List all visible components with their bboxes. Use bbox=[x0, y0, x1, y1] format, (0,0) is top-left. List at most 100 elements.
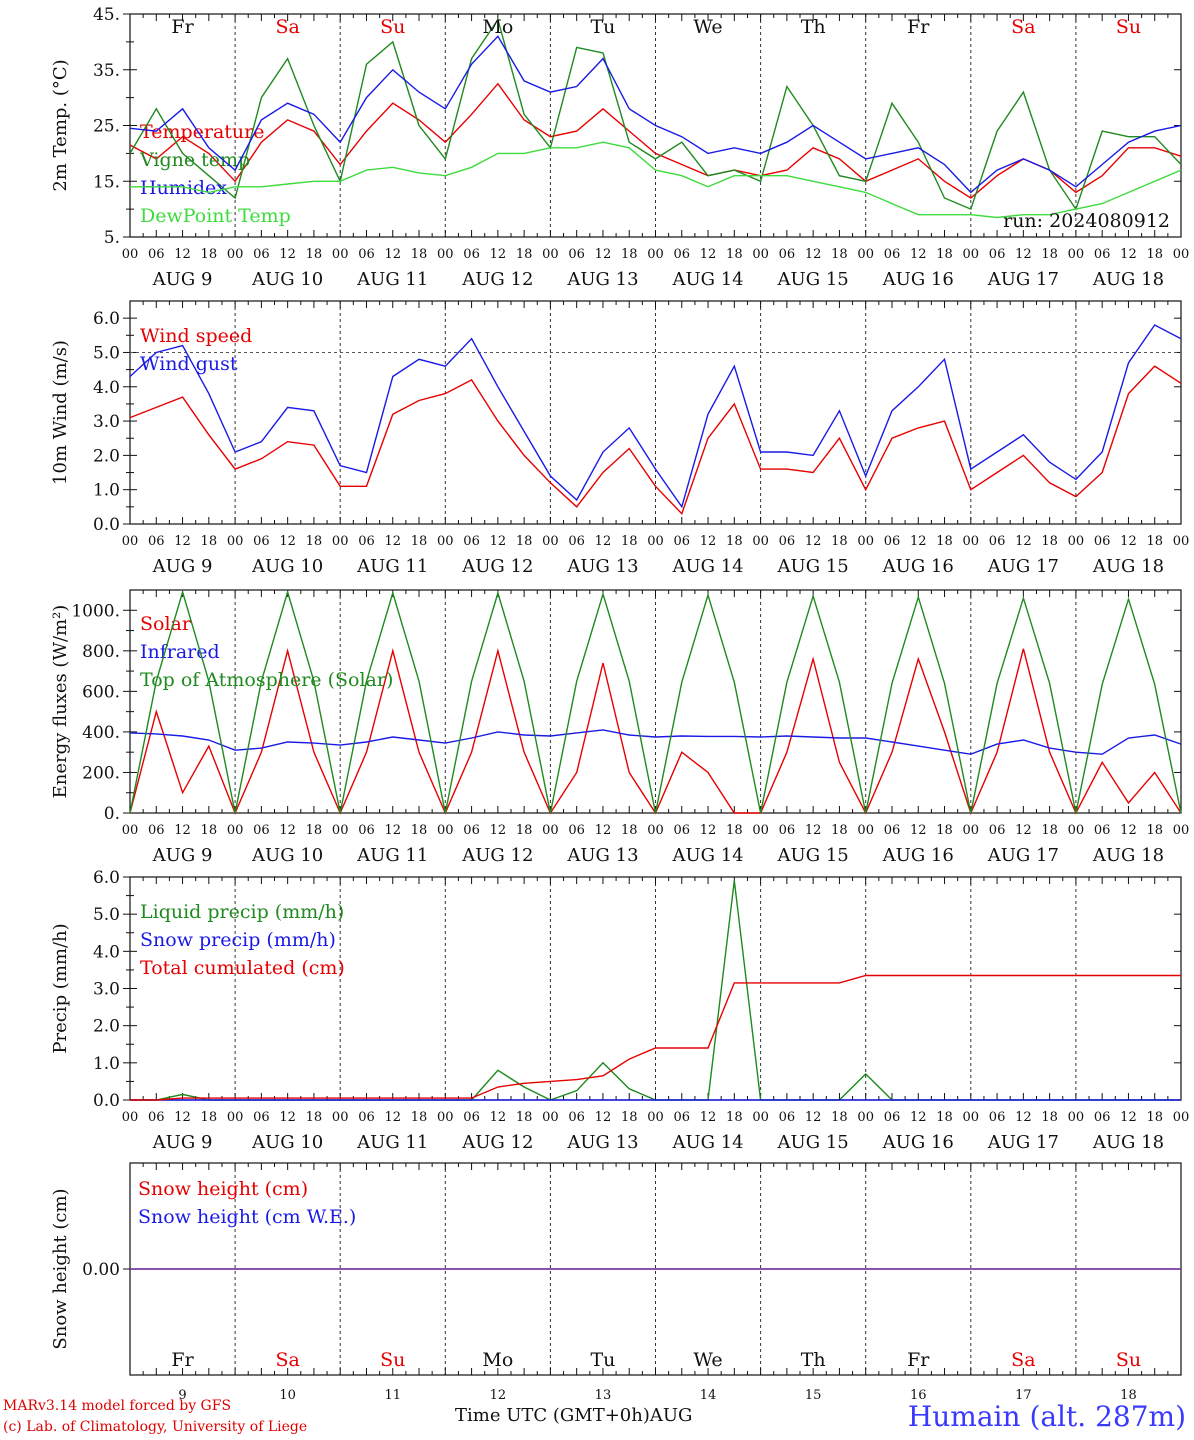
date-label: AUG 16 bbox=[882, 1132, 954, 1153]
hour-tick-label: 06 bbox=[148, 247, 165, 262]
hour-tick-label: 18 bbox=[306, 534, 323, 549]
hour-tick-label: 18 bbox=[831, 534, 848, 549]
day-number-label: 17 bbox=[1015, 1388, 1032, 1403]
hour-tick-label: 12 bbox=[700, 823, 717, 838]
hour-tick-label: 00 bbox=[122, 1110, 139, 1125]
hour-tick-label: 00 bbox=[437, 247, 454, 262]
legend-entry: DewPoint Temp bbox=[140, 205, 291, 227]
hour-tick-label: 18 bbox=[621, 1110, 638, 1125]
y-tick-label: 1.0 bbox=[93, 481, 120, 501]
panel-3: 0. 200. 400. 600. 800. 1000.Energy fluxes (W/… bbox=[50, 589, 1189, 866]
hour-tick-label: 00 bbox=[332, 247, 349, 262]
y-tick-label: 0. bbox=[104, 804, 120, 824]
legend-entry: Humidex bbox=[140, 177, 227, 199]
hour-tick-label: 18 bbox=[1041, 823, 1058, 838]
y-tick-label: 0.00 bbox=[82, 1260, 120, 1280]
hour-tick-label: 06 bbox=[989, 534, 1006, 549]
y-tick-label: 5.0 bbox=[93, 905, 120, 925]
hour-tick-label: 12 bbox=[595, 823, 612, 838]
hour-tick-label: 18 bbox=[411, 1110, 428, 1125]
day-number-label: 18 bbox=[1120, 1388, 1137, 1403]
panel-4: 0.0 1.0 2.0 3.0 4.0 5.0 6.0 Precip (mm/h) Liquid… bbox=[50, 868, 1189, 1153]
date-label: AUG 17 bbox=[987, 1132, 1059, 1153]
hour-tick-label: 18 bbox=[516, 823, 533, 838]
hour-tick-label: 12 bbox=[805, 1110, 822, 1125]
time-axis-label: Time UTC (GMT+0h)AUG bbox=[455, 1405, 693, 1426]
day-label: Th bbox=[801, 1349, 826, 1371]
hour-tick-label: 06 bbox=[989, 247, 1006, 262]
y-tick-label: 0.0 bbox=[93, 1091, 120, 1111]
day-number-label: 13 bbox=[595, 1388, 612, 1403]
date-label: AUG 9 bbox=[152, 269, 213, 290]
hour-tick-label: 06 bbox=[358, 534, 375, 549]
hour-tick-label: 12 bbox=[910, 823, 927, 838]
hour-tick-label: 00 bbox=[1173, 247, 1190, 262]
hour-tick-label: 00 bbox=[332, 534, 349, 549]
y-tick-label: 0.0 bbox=[93, 515, 120, 535]
hour-tick-label: 06 bbox=[148, 1110, 165, 1125]
date-label: AUG 16 bbox=[882, 556, 954, 577]
hour-tick-label: 06 bbox=[1094, 823, 1111, 838]
legend-entry: Wind gust bbox=[140, 353, 238, 375]
hour-tick-label: 06 bbox=[463, 1110, 480, 1125]
day-label: Sa bbox=[1011, 16, 1035, 38]
hour-tick-label: 12 bbox=[384, 247, 401, 262]
y-tick-label: 4.0 bbox=[93, 942, 120, 962]
date-label: AUG 9 bbox=[152, 1132, 213, 1153]
hour-tick-label: 00 bbox=[963, 534, 980, 549]
hour-tick-label: 12 bbox=[174, 534, 191, 549]
y-tick-label: 2.0 bbox=[93, 1017, 120, 1037]
day-number-label: 10 bbox=[279, 1388, 296, 1403]
y-tick-label: 35. bbox=[93, 61, 120, 81]
hour-tick-label: 18 bbox=[1146, 534, 1163, 549]
hour-tick-label: 06 bbox=[779, 247, 796, 262]
hour-tick-label: 00 bbox=[122, 534, 139, 549]
hour-tick-label: 00 bbox=[647, 1110, 664, 1125]
hour-tick-label: 12 bbox=[384, 534, 401, 549]
date-label: AUG 12 bbox=[461, 1132, 533, 1153]
hour-tick-label: 18 bbox=[1146, 1110, 1163, 1125]
hour-tick-label: 12 bbox=[595, 247, 612, 262]
hour-tick-label: 12 bbox=[1120, 823, 1137, 838]
date-label: AUG 15 bbox=[777, 556, 849, 577]
hour-tick-label: 06 bbox=[1094, 1110, 1111, 1125]
hour-tick-label: 00 bbox=[227, 534, 244, 549]
hour-tick-label: 18 bbox=[516, 247, 533, 262]
day-label: Mo bbox=[482, 1349, 513, 1371]
hour-tick-label: 12 bbox=[1015, 823, 1032, 838]
hour-tick-label: 12 bbox=[805, 247, 822, 262]
date-label: AUG 18 bbox=[1092, 556, 1164, 577]
hour-tick-label: 00 bbox=[857, 534, 874, 549]
date-label: AUG 10 bbox=[251, 269, 323, 290]
legend-entry: Top of Atmosphere (Solar) bbox=[140, 669, 393, 691]
hour-tick-label: 18 bbox=[306, 1110, 323, 1125]
legend-entry: Snow height (cm) bbox=[138, 1178, 308, 1200]
hour-tick-label: 18 bbox=[411, 823, 428, 838]
y-axis-label: Snow height (cm) bbox=[50, 1188, 71, 1349]
panel-5: 0.00 Snow height (cm) Snow height (cm) Snow… bbox=[50, 1162, 1182, 1403]
hour-tick-label: 12 bbox=[910, 534, 927, 549]
day-label: Sa bbox=[275, 1349, 299, 1371]
date-label: AUG 13 bbox=[566, 556, 638, 577]
hour-tick-label: 00 bbox=[437, 823, 454, 838]
hour-tick-label: 18 bbox=[306, 823, 323, 838]
day-number-label: 12 bbox=[490, 1388, 507, 1403]
date-label: AUG 17 bbox=[987, 845, 1059, 866]
hour-tick-label: 06 bbox=[253, 823, 270, 838]
hour-tick-label: 12 bbox=[174, 823, 191, 838]
hour-tick-label: 00 bbox=[857, 1110, 874, 1125]
y-tick-label: 6.0 bbox=[93, 309, 120, 329]
hour-tick-label: 18 bbox=[1041, 247, 1058, 262]
series-line-top-of-atmosphere-solar- bbox=[129, 589, 1182, 814]
plot-frame bbox=[129, 300, 1182, 525]
hour-tick-label: 06 bbox=[1094, 247, 1111, 262]
legend-entry: Solar bbox=[140, 613, 192, 635]
station-title: Humain (alt. 287m) bbox=[907, 1400, 1186, 1433]
hour-tick-label: 18 bbox=[201, 823, 218, 838]
hour-tick-label: 18 bbox=[936, 1110, 953, 1125]
hour-tick-label: 18 bbox=[936, 534, 953, 549]
y-tick-label: 200. bbox=[82, 763, 120, 783]
hour-tick-label: 18 bbox=[411, 534, 428, 549]
day-label: We bbox=[693, 1349, 722, 1371]
day-label: Su bbox=[380, 1349, 405, 1371]
